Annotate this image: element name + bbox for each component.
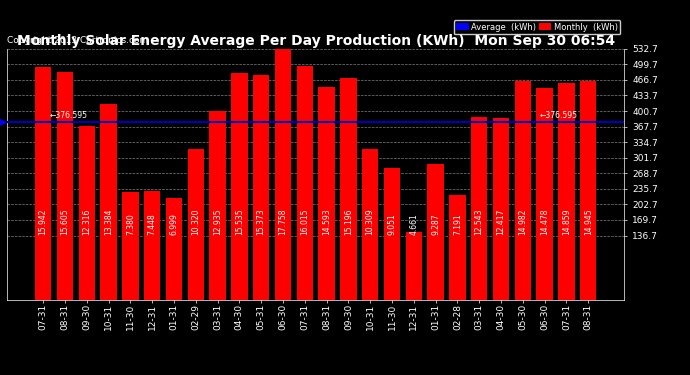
Text: 13.384: 13.384	[104, 209, 113, 235]
Text: 15.942: 15.942	[39, 209, 48, 235]
Bar	[384, 168, 400, 300]
Text: 9.051: 9.051	[388, 213, 397, 235]
Bar	[318, 87, 335, 300]
Bar	[253, 75, 269, 300]
Bar	[297, 66, 313, 300]
Text: 12.935: 12.935	[213, 209, 222, 235]
Text: 12.543: 12.543	[475, 209, 484, 235]
Bar	[209, 111, 226, 300]
Text: 10.309: 10.309	[366, 209, 375, 235]
Bar	[122, 192, 139, 300]
Text: ←376.595: ←376.595	[50, 111, 88, 120]
Text: 4.661: 4.661	[409, 213, 418, 235]
Text: 7.380: 7.380	[126, 213, 135, 235]
Bar	[493, 118, 509, 300]
Bar	[471, 117, 487, 300]
Text: 15.373: 15.373	[257, 209, 266, 235]
Text: 12.417: 12.417	[497, 209, 506, 235]
Bar	[580, 81, 596, 300]
Text: 9.287: 9.287	[431, 213, 440, 235]
Text: ←376.595: ←376.595	[540, 111, 578, 120]
Text: Copyright 2013 Cartronics.com: Copyright 2013 Cartronics.com	[7, 36, 148, 45]
Text: 17.758: 17.758	[279, 209, 288, 235]
Text: 14.478: 14.478	[540, 209, 549, 235]
Text: 15.605: 15.605	[61, 209, 70, 235]
Text: 14.982: 14.982	[518, 209, 527, 235]
Text: 16.015: 16.015	[300, 209, 309, 235]
Text: 12.316: 12.316	[82, 209, 91, 235]
Bar	[406, 232, 422, 300]
Bar	[231, 73, 248, 300]
Text: 10.320: 10.320	[191, 209, 200, 235]
Text: 7.448: 7.448	[148, 213, 157, 235]
Bar	[144, 191, 160, 300]
Bar	[166, 198, 182, 300]
Text: 15.535: 15.535	[235, 209, 244, 235]
Text: 15.196: 15.196	[344, 209, 353, 235]
Bar	[79, 126, 95, 300]
Text: 14.945: 14.945	[584, 209, 593, 235]
Legend: Average  (kWh), Monthly  (kWh): Average (kWh), Monthly (kWh)	[454, 20, 620, 34]
Bar	[340, 78, 357, 300]
Bar	[35, 67, 51, 300]
Bar	[100, 104, 117, 300]
Bar	[515, 81, 531, 300]
Bar	[188, 149, 204, 300]
Text: 6.999: 6.999	[170, 213, 179, 235]
Text: 7.191: 7.191	[453, 213, 462, 235]
Bar	[536, 88, 553, 300]
Bar	[558, 83, 575, 300]
Bar	[275, 40, 291, 300]
Bar	[57, 72, 73, 300]
Text: 14.859: 14.859	[562, 209, 571, 235]
Title: Monthly Solar Energy Average Per Day Production (KWh)  Mon Sep 30 06:54: Monthly Solar Energy Average Per Day Pro…	[17, 34, 615, 48]
Text: 14.593: 14.593	[322, 209, 331, 235]
Bar	[449, 195, 466, 300]
Bar	[427, 164, 444, 300]
Bar	[362, 149, 378, 300]
